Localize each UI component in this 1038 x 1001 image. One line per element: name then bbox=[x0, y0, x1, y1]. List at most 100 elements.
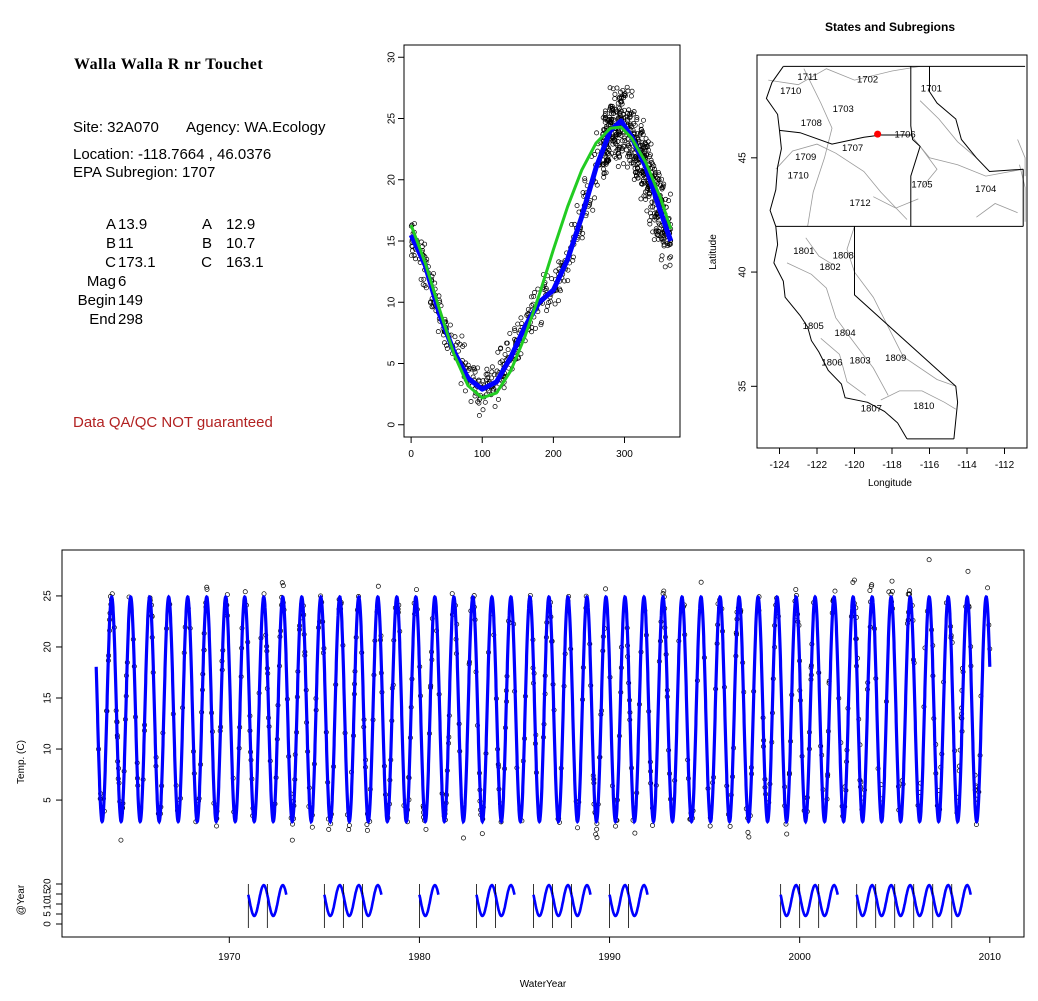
year-fit-curve bbox=[817, 883, 839, 918]
data-point bbox=[619, 101, 625, 107]
data-point bbox=[698, 579, 704, 585]
data-point bbox=[574, 203, 580, 209]
data-point bbox=[501, 385, 507, 391]
data-point bbox=[309, 824, 315, 830]
data-point bbox=[638, 123, 644, 129]
param-label: Begin bbox=[77, 292, 116, 309]
subregion-boundary bbox=[976, 203, 1018, 218]
year-fit-curve bbox=[627, 883, 649, 918]
data-point bbox=[613, 107, 619, 113]
year-fit-curve bbox=[532, 883, 554, 918]
year-fit-curve bbox=[570, 883, 592, 918]
data-point bbox=[214, 823, 219, 829]
data-point bbox=[644, 208, 650, 214]
subregion-label: 1709 bbox=[795, 152, 816, 163]
y-tick-label: 30 bbox=[387, 51, 398, 63]
data-point bbox=[528, 294, 534, 300]
data-point bbox=[495, 349, 501, 355]
data-point bbox=[649, 160, 654, 166]
data-point bbox=[423, 826, 429, 832]
y-tick-label: 15 bbox=[387, 235, 398, 247]
param-value: 6 bbox=[118, 273, 127, 290]
agency-line: Agency: WA.Ecology bbox=[186, 119, 326, 136]
data-point bbox=[444, 346, 450, 351]
data-point bbox=[590, 207, 596, 213]
data-point bbox=[603, 586, 609, 592]
data-point bbox=[546, 300, 552, 305]
data-point bbox=[612, 154, 618, 159]
data-point bbox=[629, 88, 635, 94]
param-value: 149 bbox=[118, 292, 144, 309]
data-point bbox=[538, 322, 544, 328]
param-value: 10.7 bbox=[226, 235, 256, 252]
sub-y-tick-label: 20 bbox=[43, 878, 54, 890]
year-fit-curve bbox=[266, 883, 288, 918]
subregion-label: 1701 bbox=[921, 84, 942, 95]
subregion-label: 1710 bbox=[780, 86, 801, 97]
data-point bbox=[661, 242, 667, 247]
data-point bbox=[612, 96, 618, 102]
data-point bbox=[661, 236, 667, 242]
data-point bbox=[634, 170, 640, 176]
data-point bbox=[643, 136, 649, 142]
param-label: B bbox=[105, 235, 116, 252]
data-point bbox=[502, 351, 508, 357]
y-tick-label: 10 bbox=[387, 296, 398, 308]
data-point bbox=[326, 826, 332, 832]
data-point bbox=[418, 239, 424, 245]
data-point bbox=[449, 591, 455, 597]
data-point bbox=[643, 193, 649, 199]
fit-line-green bbox=[409, 125, 673, 400]
timeseries-year-ylabel: @Year bbox=[16, 884, 27, 915]
data-point bbox=[624, 164, 630, 170]
data-point bbox=[867, 588, 873, 593]
data-point bbox=[600, 166, 606, 172]
data-point bbox=[539, 320, 545, 325]
data-point bbox=[615, 164, 621, 169]
data-point bbox=[610, 135, 615, 141]
subregion-boundary bbox=[919, 146, 938, 188]
subregion-label: 1809 bbox=[885, 353, 906, 364]
data-point bbox=[638, 196, 644, 202]
data-point bbox=[603, 124, 609, 130]
subregion-label: 1802 bbox=[820, 262, 841, 273]
data-point bbox=[632, 122, 638, 128]
subregion-label: 1712 bbox=[850, 198, 871, 209]
data-point bbox=[461, 835, 466, 841]
data-point bbox=[745, 829, 751, 835]
subregion-boundary bbox=[873, 196, 919, 209]
sub-y-tick-label: 15 bbox=[43, 888, 54, 900]
param-value: 298 bbox=[118, 311, 144, 328]
subregion-boundary bbox=[1019, 164, 1026, 222]
param-value: 12.9 bbox=[226, 216, 256, 233]
subregion-label: 1706 bbox=[895, 129, 916, 140]
data-point bbox=[459, 333, 465, 339]
param-label: End bbox=[89, 311, 116, 328]
data-point bbox=[625, 110, 631, 116]
data-point bbox=[579, 235, 585, 241]
map-ylabel: Latitude bbox=[708, 234, 719, 270]
data-point bbox=[640, 129, 645, 135]
data-point bbox=[662, 264, 668, 270]
data-point bbox=[476, 400, 482, 406]
data-point bbox=[727, 823, 733, 829]
data-point bbox=[619, 145, 625, 151]
year-fit-curve bbox=[950, 883, 973, 918]
subregion-label: 1803 bbox=[850, 355, 871, 366]
param-label: C bbox=[201, 254, 212, 271]
state-boundary bbox=[929, 66, 1024, 173]
data-point bbox=[595, 148, 601, 154]
data-point bbox=[375, 583, 381, 589]
data-point bbox=[659, 253, 665, 259]
data-point bbox=[643, 196, 649, 202]
data-point bbox=[472, 393, 478, 399]
data-point bbox=[648, 141, 654, 147]
subregion-boundary bbox=[805, 237, 835, 266]
data-point bbox=[557, 288, 563, 294]
data-point bbox=[543, 286, 549, 292]
x-tick-label: 300 bbox=[616, 449, 633, 460]
x-tick-label: -114 bbox=[957, 460, 977, 471]
data-point bbox=[650, 822, 655, 828]
data-point bbox=[608, 122, 614, 127]
data-point bbox=[515, 321, 521, 327]
